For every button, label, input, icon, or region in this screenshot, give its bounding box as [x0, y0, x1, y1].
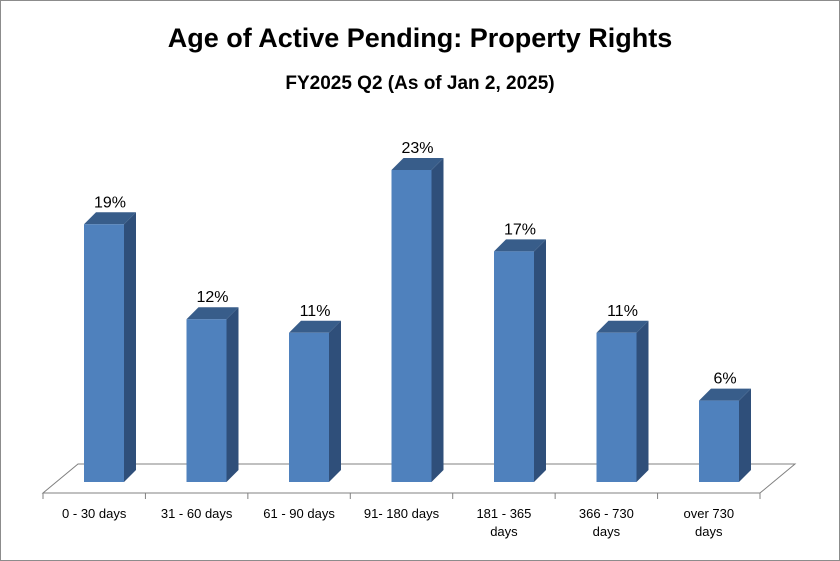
bar — [699, 400, 739, 482]
category-label: over 730 — [683, 506, 734, 521]
category-label: days — [593, 524, 621, 539]
bar-side — [329, 320, 341, 482]
data-label: 11% — [300, 303, 331, 320]
bar-top — [186, 307, 239, 320]
bar-side — [739, 388, 751, 482]
bar — [289, 332, 329, 482]
bar-top — [84, 212, 136, 225]
bar-top — [289, 320, 341, 333]
bar-top — [699, 388, 751, 401]
bar-side — [431, 158, 444, 482]
bar — [494, 251, 534, 482]
bar-top — [494, 239, 546, 252]
bar — [186, 319, 227, 482]
bar-top — [391, 158, 444, 170]
bar-side — [124, 212, 136, 482]
bar-side — [226, 307, 239, 482]
bar — [391, 170, 432, 482]
bar — [84, 224, 124, 482]
data-label: 12% — [196, 289, 228, 306]
bar-side — [636, 320, 649, 482]
data-label: 6% — [713, 371, 736, 388]
category-label: 181 - 365 — [476, 506, 531, 521]
data-label: 17% — [504, 221, 536, 238]
chart-subtitle: FY2025 Q2 (As of Jan 2, 2025) — [285, 73, 555, 94]
data-label: 11% — [607, 303, 638, 320]
category-label: 0 - 30 days — [62, 506, 127, 521]
category-label: 366 - 730 — [579, 506, 634, 521]
category-label: 91- 180 days — [364, 506, 440, 521]
data-label: 19% — [94, 194, 126, 211]
category-label: days — [695, 524, 723, 539]
category-label: 61 - 90 days — [263, 506, 335, 521]
bar-top — [596, 320, 649, 333]
data-label: 23% — [401, 140, 433, 157]
category-label: 31 - 60 days — [161, 506, 233, 521]
bar — [596, 332, 637, 482]
bar-side — [534, 239, 546, 482]
category-label: days — [490, 524, 518, 539]
chart-title: Age of Active Pending: Property Rights — [167, 23, 673, 53]
